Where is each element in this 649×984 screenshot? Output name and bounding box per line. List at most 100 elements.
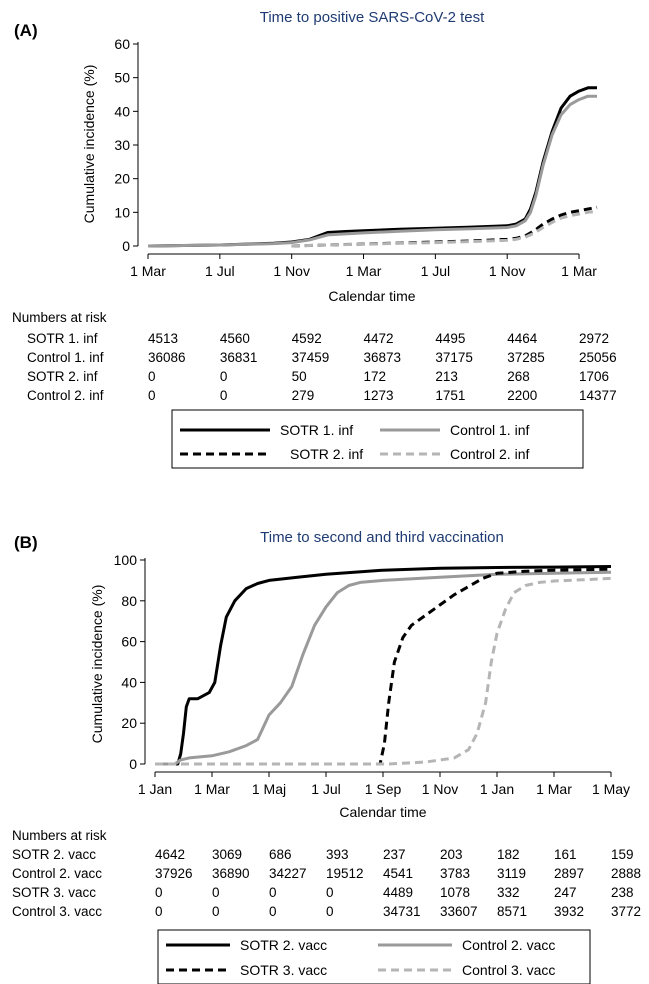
risk-cell-b: 393 — [326, 847, 349, 862]
series-line-sotr-1-inf — [147, 86, 597, 248]
risk-cell-a: 36831 — [220, 350, 258, 365]
x-axis-label-b: Calendar time — [339, 804, 426, 820]
risk-cell-b: 203 — [440, 847, 463, 862]
risk-cell-a: 50 — [292, 369, 307, 384]
legend-label-b: Control 2. vacc — [462, 937, 555, 953]
risk-cell-a: 2200 — [507, 388, 537, 403]
risk-cell-a: 0 — [148, 369, 156, 384]
risk-cell-b: 8571 — [497, 904, 527, 919]
x-tick-label-b: 1 May — [592, 781, 630, 797]
y-tick-label-b: 0 — [129, 756, 137, 772]
risk-row-label-b: Control 2. vacc — [12, 866, 102, 881]
risk-cell-a: 4472 — [364, 331, 394, 346]
x-tick-label-b: 1 Jan — [138, 781, 172, 797]
risk-cell-a: 4513 — [148, 331, 178, 346]
risk-row-label-a: SOTR 1. inf — [27, 331, 98, 346]
y-tick-label-a: 20 — [114, 171, 130, 187]
risk-cell-b: 4642 — [155, 847, 185, 862]
risk-cell-a: 2972 — [579, 331, 609, 346]
x-tick-label-b: 1 Nov — [422, 781, 459, 797]
risk-table-b: Numbers at risk SOTR 2. vacc 4642 3069 686 39… — [12, 828, 641, 919]
legend-label-a: Control 2. inf — [450, 446, 529, 462]
series-line-control-3-vacc — [155, 576, 612, 766]
panel-a: (A) Time to positive SARS-CoV-2 test Cum… — [12, 9, 617, 469]
risk-table-title-a: Numbers at risk — [12, 310, 107, 325]
risk-cell-a: 172 — [364, 369, 387, 384]
risk-cell-a: 213 — [435, 369, 458, 384]
legend-label-b: SOTR 3. vacc — [240, 962, 327, 978]
risk-cell-a: 37285 — [507, 350, 545, 365]
legend-box-b — [157, 929, 591, 984]
risk-cell-b: 34731 — [383, 904, 421, 919]
risk-row-label-a: Control 2. inf — [27, 388, 104, 403]
y-tick-label-a: 50 — [114, 70, 130, 86]
x-tick-label-a: 1 Nov — [489, 263, 526, 279]
x-tick-label-a: 1 Mar — [561, 263, 597, 279]
risk-cell-b: 0 — [212, 885, 220, 900]
series-line-control-2-inf — [291, 209, 598, 248]
y-tick-label-a: 40 — [114, 103, 130, 119]
axes-a: 0 10 20 30 40 50 60 1 Mar 1 Jul 1 Nov 1 Mar 1 Jul 1 … — [114, 36, 597, 279]
risk-row-label-a: Control 1. inf — [27, 350, 104, 365]
y-tick-label-b: 80 — [121, 593, 137, 609]
risk-cell-a: 37175 — [435, 350, 473, 365]
series-line-control-1-inf — [147, 94, 597, 248]
x-tick-label-b: 1 Sep — [365, 781, 402, 797]
risk-cell-b: 3119 — [497, 866, 526, 881]
risk-cell-a: 14377 — [579, 388, 617, 403]
risk-cell-a: 0 — [220, 388, 228, 403]
risk-cell-b: 686 — [269, 847, 292, 862]
risk-cell-a: 36086 — [148, 350, 186, 365]
risk-cell-b: 0 — [269, 885, 277, 900]
risk-cell-a: 1751 — [435, 388, 465, 403]
legend-a: SOTR 1. inf Control 1. inf SOTR 2. inf Cont… — [171, 409, 584, 469]
y-tick-label-b: 20 — [121, 715, 137, 731]
plot-lines-b — [155, 565, 612, 766]
risk-cell-b: 36890 — [212, 866, 250, 881]
risk-cell-a: 4560 — [220, 331, 250, 346]
axes-b: 0 20 40 60 80 100 1 Jan 1 Mar 1 Maj 1 Jul 1 Sep 1 N… — [114, 552, 630, 797]
risk-cell-a: 1273 — [364, 388, 394, 403]
risk-cell-b: 0 — [326, 904, 334, 919]
risk-cell-b: 19512 — [326, 866, 364, 881]
chart-title-b: Time to second and third vaccination — [260, 529, 504, 546]
risk-cell-b: 0 — [155, 904, 163, 919]
x-tick-label-b: 1 Jul — [311, 781, 341, 797]
risk-cell-b: 0 — [269, 904, 277, 919]
risk-cell-b: 33607 — [440, 904, 478, 919]
y-tick-label-a: 10 — [114, 204, 130, 220]
y-axis-label-a: Cumulative incidence (%) — [81, 65, 97, 224]
x-axis-label-a: Calendar time — [328, 288, 415, 304]
x-tick-label-b: 1 Maj — [252, 781, 286, 797]
risk-row-label-b: SOTR 3. vacc — [12, 885, 96, 900]
risk-cell-b: 238 — [611, 885, 634, 900]
risk-row-label-a: SOTR 2. inf — [27, 369, 98, 384]
legend-label-a: Control 1. inf — [450, 422, 529, 438]
risk-cell-b: 3772 — [611, 904, 641, 919]
risk-cell-b: 3783 — [440, 866, 470, 881]
series-line-control-2-vacc — [155, 570, 612, 766]
y-tick-label-b: 60 — [121, 634, 137, 650]
y-axis-label-b: Cumulative incidence (%) — [89, 585, 105, 744]
plot-lines-a — [147, 86, 598, 248]
x-tick-label-b: 1 Mar — [194, 781, 230, 797]
y-tick-label-b: 100 — [114, 552, 138, 568]
risk-cell-b: 247 — [554, 885, 577, 900]
risk-cell-a: 4495 — [435, 331, 465, 346]
y-tick-label-b: 40 — [121, 674, 137, 690]
series-line-sotr-3-vacc — [155, 567, 612, 766]
risk-cell-b: 161 — [554, 847, 577, 862]
risk-cell-b: 159 — [611, 847, 634, 862]
risk-cell-b: 2888 — [611, 866, 641, 881]
x-tick-label-a: 1 Jul — [205, 263, 235, 279]
risk-cell-b: 1078 — [440, 885, 470, 900]
legend-label-b: Control 3. vacc — [462, 962, 555, 978]
risk-cell-a: 0 — [148, 388, 156, 403]
risk-cell-b: 37926 — [155, 866, 193, 881]
risk-cell-b: 4489 — [383, 885, 413, 900]
series-line-sotr-2-vacc — [155, 565, 612, 766]
risk-cell-b: 237 — [383, 847, 406, 862]
risk-cell-b: 0 — [155, 885, 163, 900]
risk-cell-a: 4464 — [507, 331, 538, 346]
